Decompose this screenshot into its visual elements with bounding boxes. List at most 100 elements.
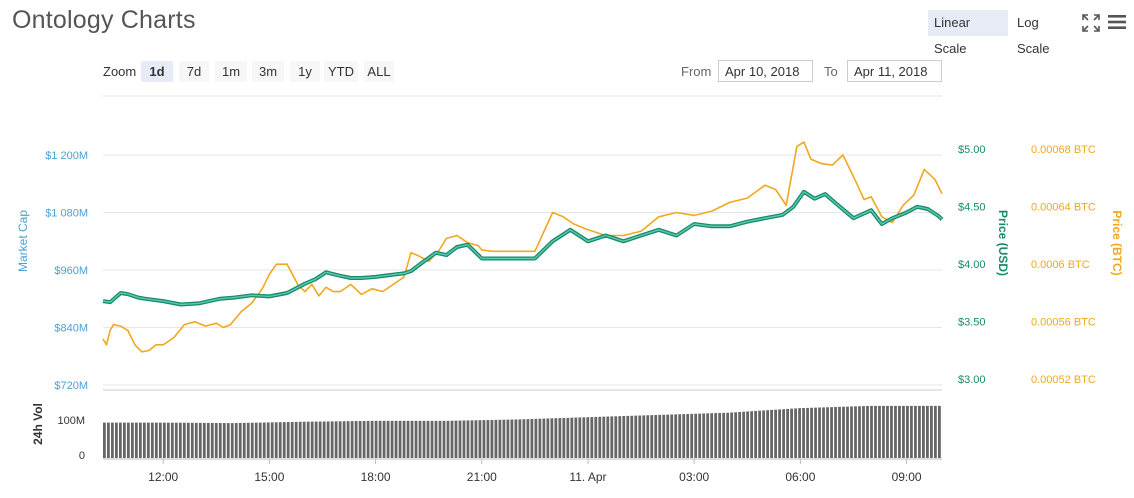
volume-bar [502, 419, 506, 458]
volume-bar [282, 422, 286, 458]
volume-bar [730, 412, 734, 458]
volume-bar [294, 421, 298, 458]
volume-bar [274, 422, 278, 458]
volume-bar [422, 420, 426, 458]
volume-bar [694, 413, 698, 458]
market-cap-tick-label: $1 080M [45, 208, 88, 220]
volume-bar [562, 417, 566, 458]
volume-bar [234, 423, 238, 458]
volume-bar [726, 412, 730, 458]
volume-bar [406, 420, 410, 458]
from-date-input[interactable] [718, 60, 813, 82]
price-btc-line [102, 141, 943, 353]
volume-bar [674, 414, 678, 458]
price-btc-tick-label: 0.00068 BTC [1031, 144, 1096, 156]
volume-bar [114, 422, 118, 458]
zoom-button-1d[interactable]: 1d [141, 61, 173, 82]
volume-bar [342, 421, 346, 458]
x-tick-label: 03:00 [679, 470, 709, 484]
volume-bar [382, 420, 386, 458]
volume-bar [278, 422, 282, 458]
volume-bar [107, 422, 110, 458]
volume-bar [834, 406, 837, 458]
price-usd-tick-label: $3.00 [958, 374, 986, 386]
volume-bar [598, 416, 602, 458]
volume-bar [566, 417, 570, 458]
zoom-button-1y[interactable]: 1y [290, 61, 320, 82]
price-usd-tick-label: $5.00 [958, 144, 986, 156]
zoom-button-3m[interactable]: 3m [252, 61, 284, 82]
volume-bar [150, 422, 154, 458]
volume-bar [334, 421, 338, 458]
zoom-button-all[interactable]: ALL [364, 61, 394, 82]
volume-bar [818, 407, 821, 458]
volume-bar [802, 408, 805, 458]
fullscreen-icon[interactable] [1082, 14, 1100, 32]
volume-bar [678, 414, 682, 458]
market-cap-tick-label: $1 200M [45, 150, 88, 162]
volume-bar [354, 421, 358, 458]
price-btc-tick-label: 0.00064 BTC [1031, 202, 1096, 214]
volume-bar [718, 412, 722, 458]
volume-bar [306, 421, 310, 458]
volume-bar [830, 407, 833, 458]
volume-bar [570, 417, 574, 458]
volume-bar [650, 415, 654, 458]
volume-bar [118, 422, 122, 458]
volume-bar [310, 421, 314, 458]
volume-bar [618, 416, 622, 458]
volume-bar [746, 411, 750, 458]
volume-bar [394, 420, 398, 458]
to-date-input[interactable] [847, 60, 942, 82]
volume-bar [530, 418, 534, 458]
volume-bar [642, 415, 646, 458]
volume-bar [894, 405, 897, 458]
volume-bar [158, 422, 162, 458]
zoom-button-7d[interactable]: 7d [179, 61, 209, 82]
volume-bar [326, 421, 330, 458]
zoom-button-1m[interactable]: 1m [215, 61, 247, 82]
volume-bar [322, 421, 326, 458]
volume-bar [222, 423, 226, 458]
volume-bar [362, 420, 366, 458]
volume-bar [426, 420, 430, 458]
to-label: To [824, 64, 838, 79]
market-cap-tick-label: $960M [54, 265, 88, 277]
volume-bar [186, 422, 190, 458]
volume-bar [922, 405, 925, 458]
volume-bar [698, 413, 702, 458]
volume-bar [174, 422, 178, 458]
volume-bar [546, 418, 550, 458]
hamburger-menu-icon[interactable] [1108, 14, 1126, 30]
zoom-button-ytd[interactable]: YTD [324, 61, 358, 82]
volume-bar [826, 407, 829, 458]
volume-bar [534, 418, 538, 458]
volume-bar [318, 421, 322, 458]
x-tick-label: 18:00 [361, 470, 391, 484]
volume-bar [878, 405, 881, 458]
volume-bar [686, 413, 690, 458]
market-cap-tick-label: $720M [54, 380, 88, 392]
volume-bar [202, 422, 206, 458]
volume-bar [898, 405, 901, 458]
volume-bar [366, 420, 370, 458]
market-cap-axis-label: Market Cap [16, 210, 30, 272]
volume-bar [374, 420, 378, 458]
volume-bar [850, 406, 853, 458]
volume-bar [914, 405, 917, 458]
volume-bar [258, 422, 262, 458]
volume-bar [754, 410, 758, 458]
volume-bar [510, 419, 514, 458]
volume-bar [654, 415, 658, 458]
volume-bar [390, 420, 394, 458]
volume-bar [558, 418, 562, 458]
linear-scale-button[interactable]: Linear Scale [928, 10, 1008, 56]
volume-bar [214, 422, 218, 458]
volume-bar [438, 420, 442, 458]
volume-bar [478, 420, 482, 458]
volume-bar [538, 418, 542, 458]
volume-bar [298, 421, 302, 458]
volume-bar [230, 423, 234, 458]
log-scale-button[interactable]: Log Scale [1017, 15, 1050, 56]
